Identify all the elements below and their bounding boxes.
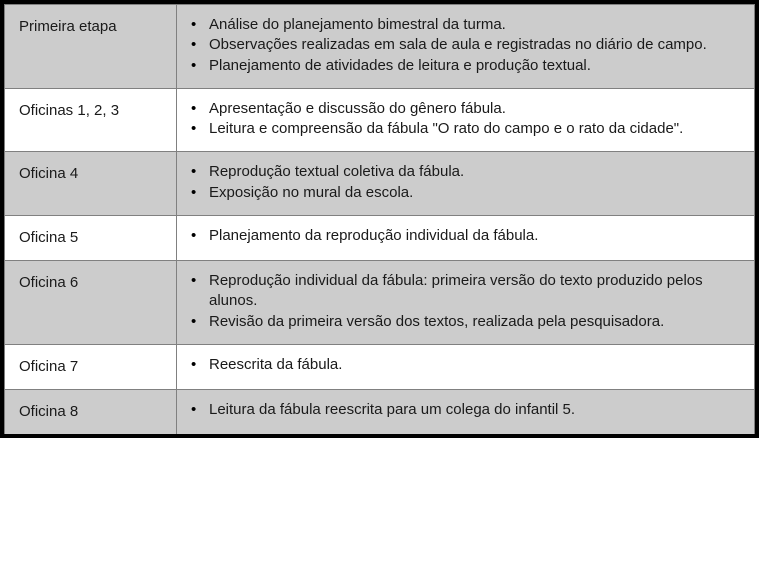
stage-item-list: Reprodução individual da fábula: primeir… (183, 271, 740, 332)
stage-label: Oficinas 1, 2, 3 (5, 88, 177, 152)
stage-item: Apresentação e discussão do gênero fábul… (183, 99, 740, 119)
stage-item: Reescrita da fábula. (183, 355, 740, 375)
stage-item: Planejamento da reprodução individual da… (183, 226, 740, 246)
stage-item: Planejamento de atividades de leitura e … (183, 56, 740, 76)
table-row: Oficina 5 Planejamento da reprodução indi… (5, 215, 755, 260)
stage-item-list: Reescrita da fábula. (183, 355, 740, 375)
stage-label: Oficina 8 (5, 390, 177, 435)
stage-item: Exposição no mural da escola. (183, 183, 740, 203)
stage-item: Revisão da primeira versão dos textos, r… (183, 312, 740, 332)
stage-content: Planejamento da reprodução individual da… (177, 215, 755, 260)
stage-content: Reescrita da fábula. (177, 344, 755, 389)
stage-label: Oficina 5 (5, 215, 177, 260)
stage-label: Oficina 4 (5, 152, 177, 216)
table-row: Oficinas 1, 2, 3 Apresentação e discussão… (5, 88, 755, 152)
stage-item: Reprodução textual coletiva da fábula. (183, 162, 740, 182)
table-row: Oficina 8 Leitura da fábula reescrita par… (5, 390, 755, 435)
stage-content: Apresentação e discussão do gênero fábul… (177, 88, 755, 152)
stage-item: Análise do planejamento bimestral da tur… (183, 15, 740, 35)
stage-label: Oficina 7 (5, 344, 177, 389)
stage-content: Análise do planejamento bimestral da tur… (177, 5, 755, 89)
stages-table: Primeira etapa Análise do planejamento b… (4, 4, 755, 434)
stages-table-body: Primeira etapa Análise do planejamento b… (5, 5, 755, 435)
stage-item-list: Leitura da fábula reescrita para um cole… (183, 400, 740, 420)
table-row: Oficina 4Reprodução textual coletiva da … (5, 152, 755, 216)
table-row: Oficina 7 Reescrita da fábula. (5, 344, 755, 389)
stage-item-list: Apresentação e discussão do gênero fábul… (183, 99, 740, 140)
stage-content: Leitura da fábula reescrita para um cole… (177, 390, 755, 435)
table-row: Oficina 6Reprodução individual da fábula… (5, 261, 755, 345)
stage-content: Reprodução textual coletiva da fábula.Ex… (177, 152, 755, 216)
stage-item-list: Análise do planejamento bimestral da tur… (183, 15, 740, 76)
stage-item: Leitura da fábula reescrita para um cole… (183, 400, 740, 420)
stage-item: Leitura e compreensão da fábula "O rato … (183, 119, 740, 139)
stage-item-list: Reprodução textual coletiva da fábula.Ex… (183, 162, 740, 203)
stage-label: Primeira etapa (5, 5, 177, 89)
stages-table-container: Primeira etapa Análise do planejamento b… (0, 0, 759, 438)
stage-label: Oficina 6 (5, 261, 177, 345)
stage-content: Reprodução individual da fábula: primeir… (177, 261, 755, 345)
stage-item: Observações realizadas em sala de aula e… (183, 35, 740, 55)
stage-item-list: Planejamento da reprodução individual da… (183, 226, 740, 246)
table-row: Primeira etapa Análise do planejamento b… (5, 5, 755, 89)
stage-item: Reprodução individual da fábula: primeir… (183, 271, 740, 312)
